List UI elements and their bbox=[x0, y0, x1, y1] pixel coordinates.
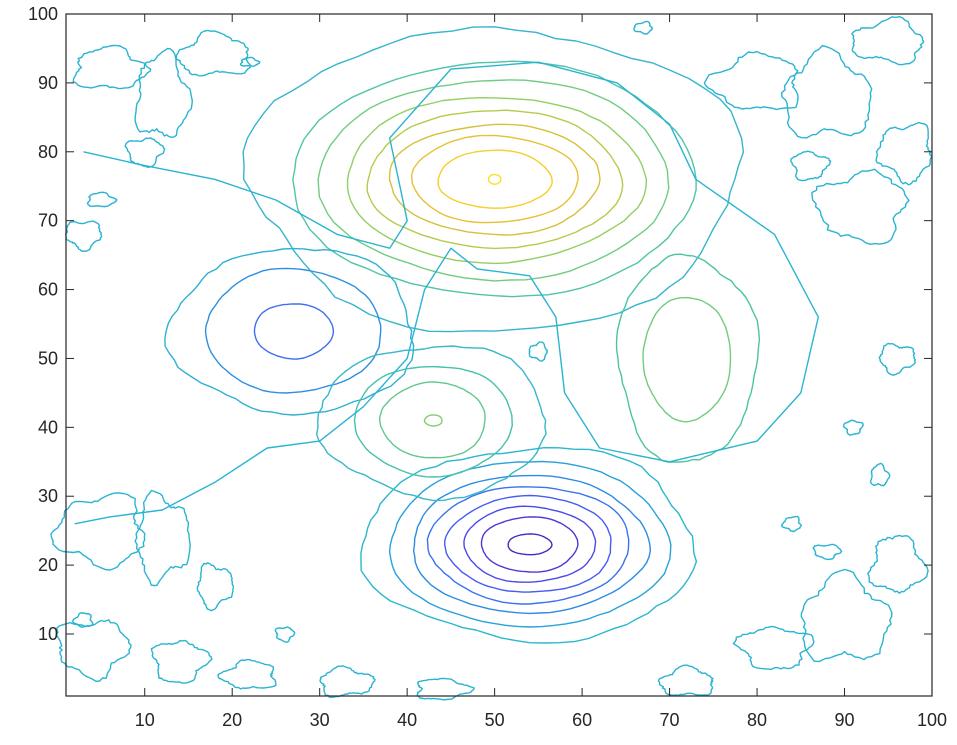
x-tick-label: 30 bbox=[310, 710, 330, 730]
contour-level-1-4 bbox=[444, 494, 612, 593]
noise-contour-7 bbox=[703, 50, 799, 111]
noise-contour-28 bbox=[319, 665, 376, 698]
contour-level-4-1 bbox=[642, 296, 732, 423]
x-tick-label: 80 bbox=[747, 710, 767, 730]
noise-contour-24 bbox=[812, 543, 843, 561]
noise-contour-5 bbox=[86, 191, 118, 208]
y-tick-label: 80 bbox=[38, 142, 58, 162]
noise-contour-6 bbox=[239, 56, 261, 67]
contour-outer-level bbox=[74, 61, 819, 525]
x-axis-ticks: 10 20 30 40 50 60 70 80 90 100 bbox=[135, 14, 947, 730]
noise-contour-0 bbox=[72, 44, 152, 90]
noise-contour-17 bbox=[55, 619, 132, 682]
noise-contour-19 bbox=[217, 658, 277, 690]
noise-contour-18 bbox=[150, 639, 213, 684]
y-axis-ticks: 10 20 30 40 50 60 70 80 90 100 bbox=[28, 4, 932, 644]
noise-contour-3 bbox=[124, 137, 166, 168]
contour-level-0-0 bbox=[242, 26, 745, 333]
noise-contour-26 bbox=[780, 515, 802, 533]
y-tick-label: 50 bbox=[38, 348, 58, 368]
noise-contour-27 bbox=[72, 612, 94, 628]
contour-level-0-6 bbox=[410, 134, 579, 224]
contour-level-0-4 bbox=[366, 109, 624, 250]
contour-level-0-5 bbox=[388, 123, 601, 236]
contour-level-1-5 bbox=[463, 505, 597, 583]
contour-level-0-1 bbox=[292, 60, 697, 298]
noise-contour-12 bbox=[790, 150, 832, 182]
contour-level-0-3 bbox=[346, 97, 648, 265]
contour-level-2-1 bbox=[204, 267, 382, 394]
noise-contour-10 bbox=[811, 168, 910, 245]
contour-level-1-2 bbox=[412, 474, 652, 615]
x-tick-label: 60 bbox=[572, 710, 592, 730]
noise-contour-30 bbox=[657, 664, 714, 696]
x-tick-label: 10 bbox=[135, 710, 155, 730]
contour-level-3-0 bbox=[315, 345, 547, 502]
contour-level-3-2 bbox=[379, 381, 486, 459]
contour-level-2-2 bbox=[253, 303, 335, 360]
contour-level-3-3 bbox=[423, 414, 443, 427]
contour-level-1-6 bbox=[480, 516, 579, 573]
contour-level-1-3 bbox=[426, 486, 630, 605]
y-tick-label: 70 bbox=[38, 211, 58, 231]
plot-background bbox=[66, 14, 932, 696]
contour-level-1-1 bbox=[388, 460, 672, 628]
noise-contour-33 bbox=[842, 419, 864, 436]
noise-contour-31 bbox=[528, 341, 548, 362]
noise-contour-23 bbox=[867, 534, 929, 594]
noise-contour-11 bbox=[875, 121, 933, 186]
noise-contour-25 bbox=[869, 462, 891, 487]
y-tick-label: 90 bbox=[38, 73, 58, 93]
contour-level-0-8 bbox=[487, 173, 502, 185]
x-tick-label: 40 bbox=[397, 710, 417, 730]
y-tick-label: 20 bbox=[38, 555, 58, 575]
noise-contours bbox=[50, 16, 933, 701]
noise-contour-16 bbox=[196, 562, 234, 612]
noise-contour-22 bbox=[800, 568, 893, 663]
contour-lines bbox=[74, 26, 819, 644]
x-tick-label: 20 bbox=[222, 710, 242, 730]
noise-contour-21 bbox=[732, 625, 815, 671]
noise-contour-32 bbox=[633, 20, 653, 35]
noise-contour-9 bbox=[851, 16, 925, 66]
noise-contour-29 bbox=[416, 677, 475, 701]
noise-contour-13 bbox=[878, 342, 916, 376]
y-tick-label: 30 bbox=[38, 486, 58, 506]
y-tick-label: 40 bbox=[38, 417, 58, 437]
contour-level-0-7 bbox=[437, 149, 553, 209]
x-tick-label: 70 bbox=[660, 710, 680, 730]
noise-contour-1 bbox=[134, 47, 193, 138]
contour-level-0-2 bbox=[317, 79, 670, 282]
contour-level-3-1 bbox=[353, 365, 513, 478]
x-tick-label: 100 bbox=[917, 710, 947, 730]
y-tick-label: 100 bbox=[28, 4, 58, 24]
noise-contour-14 bbox=[50, 492, 146, 571]
y-tick-label: 10 bbox=[38, 624, 58, 644]
axes-box bbox=[65, 13, 933, 697]
noise-contour-2 bbox=[175, 29, 252, 77]
noise-contour-8 bbox=[780, 44, 873, 139]
noise-contour-20 bbox=[274, 626, 296, 643]
noise-contour-15 bbox=[134, 489, 191, 587]
contour-level-1-0 bbox=[360, 447, 698, 644]
contour-level-2-0 bbox=[164, 247, 415, 416]
contour-level-1-7 bbox=[507, 533, 553, 556]
x-tick-label: 90 bbox=[835, 710, 855, 730]
y-tick-label: 60 bbox=[38, 280, 58, 300]
x-tick-label: 50 bbox=[485, 710, 505, 730]
